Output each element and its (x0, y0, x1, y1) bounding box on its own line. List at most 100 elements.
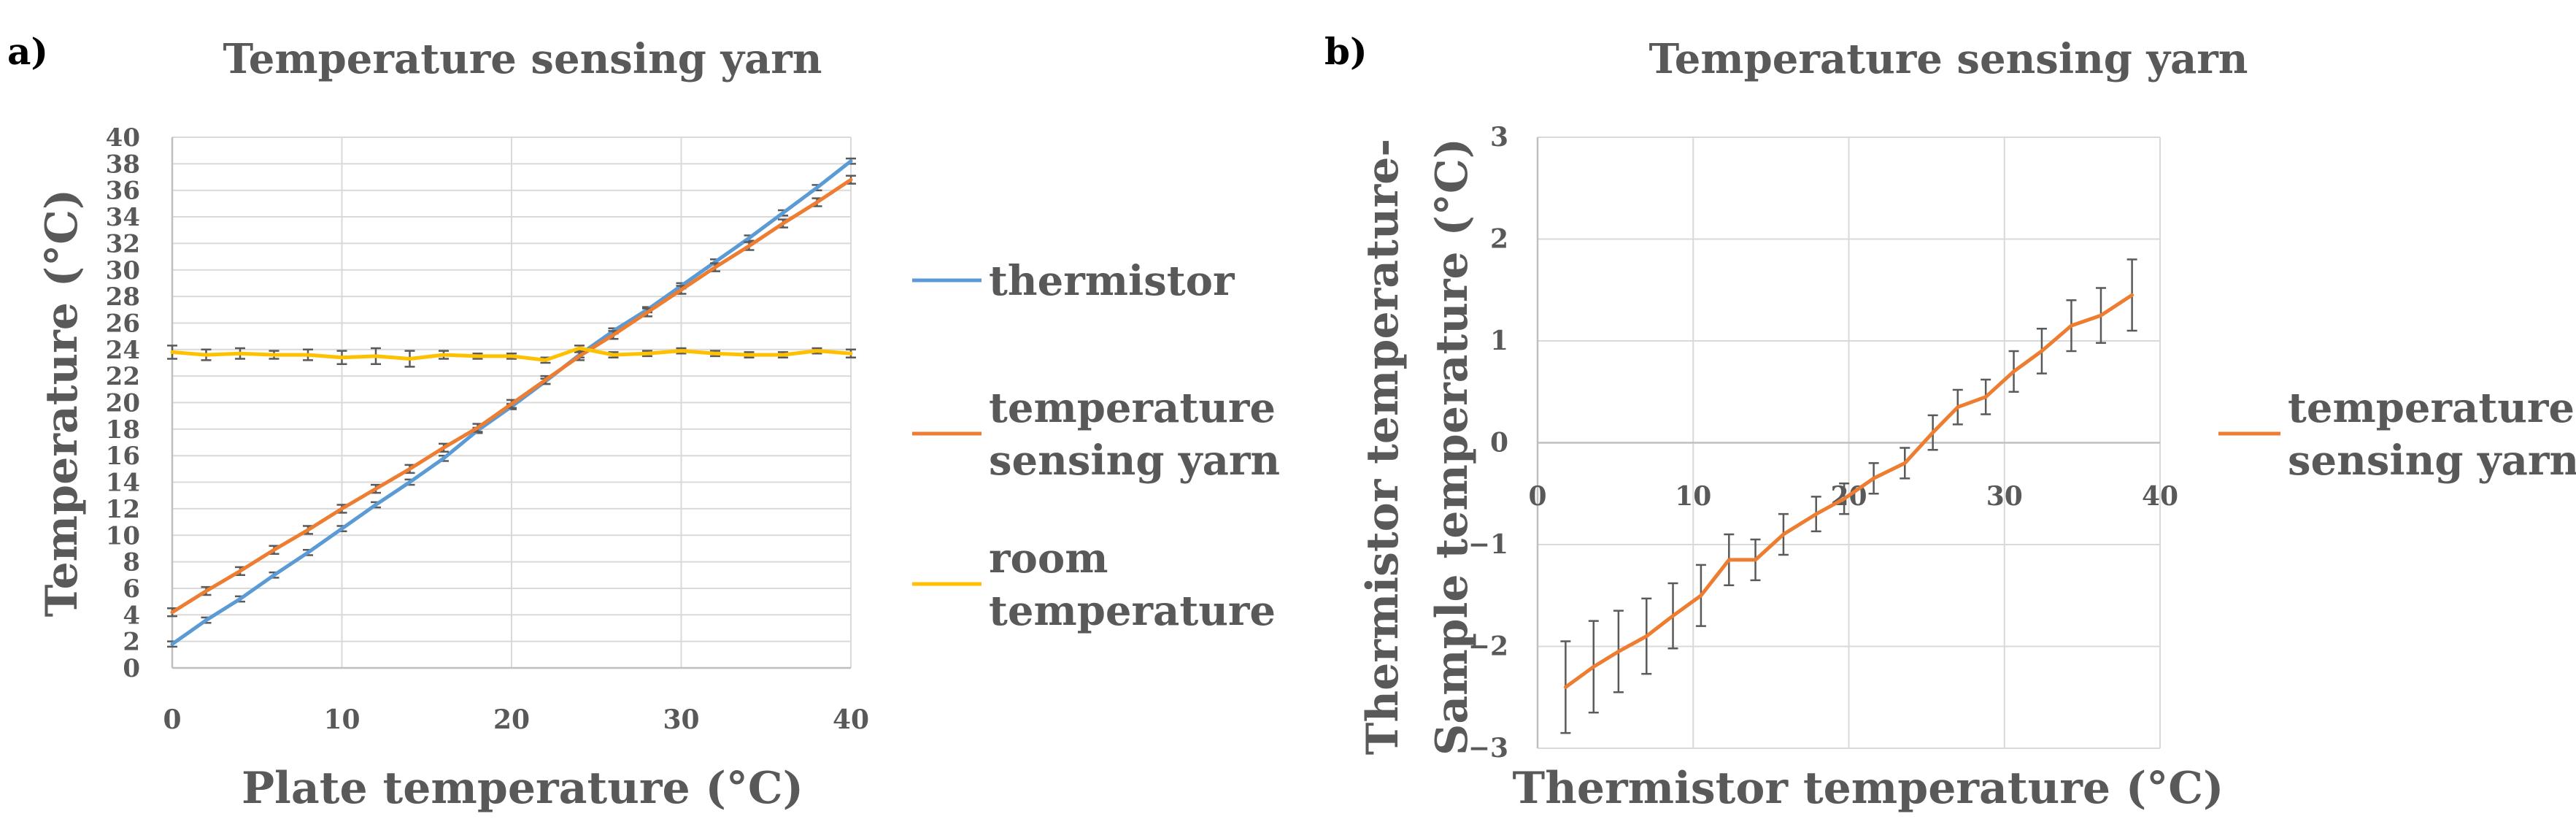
legend-item-room-temperature: room temperature (912, 534, 1276, 635)
legend-label-temperature-sensing-yarn: temperature sensing yarn (2288, 384, 2576, 485)
y-tick-label-30: 30 (106, 256, 140, 285)
y-tick-label-10: 10 (106, 521, 140, 550)
series-line-temperature-sensing-yarn (1563, 293, 2135, 689)
data-point-temperature-sensing-yarn-7 (1754, 558, 1758, 562)
data-point-temperature-sensing-yarn-13 (612, 333, 616, 337)
y-tick-label-28: 28 (106, 283, 140, 312)
y-tick-label-24: 24 (106, 336, 140, 365)
chart-b-gridlines (1536, 137, 2161, 749)
data-point-thermistor-3 (272, 573, 277, 577)
y-tick-label-3: −3 (1468, 733, 1508, 764)
data-point-room-temperature-15 (679, 349, 684, 353)
y-tick-label-38: 38 (106, 150, 140, 179)
data-point-temperature-sensing-yarn-4 (1671, 614, 1675, 618)
data-point-room-temperature-2 (238, 351, 242, 356)
data-point-room-temperature-11 (544, 358, 548, 362)
data-point-temperature-sensing-yarn-8 (441, 445, 446, 450)
data-point-temperature-sensing-yarn-20 (849, 177, 853, 182)
x-tick-label-30: 30 (1986, 481, 2023, 512)
y-tick-label-18: 18 (106, 415, 140, 445)
data-point-room-temperature-7 (408, 357, 412, 361)
x-tick-label-10: 10 (323, 704, 360, 735)
data-point-temperature-sensing-yarn-15 (679, 288, 684, 292)
data-point-temperature-sensing-yarn-16 (2012, 369, 2016, 374)
chart-b-series (1560, 258, 2137, 734)
data-point-temperature-sensing-yarn-17 (747, 244, 752, 248)
data-point-temperature-sensing-yarn-1 (1592, 664, 1596, 669)
y-tick-label-40: 40 (106, 123, 140, 153)
legend-label-room-temperature: room temperature (989, 534, 1276, 635)
data-point-temperature-sensing-yarn-18 (781, 221, 785, 226)
data-point-temperature-sensing-yarn-16 (713, 265, 717, 269)
legend-item-temperature-sensing-yarn: temperature sensing yarn (912, 384, 1280, 485)
legend-item-temperature-sensing-yarn: temperature sensing yarn (2218, 384, 2576, 485)
x-tick-label-40: 40 (833, 704, 869, 735)
y-tick-label-16: 16 (106, 442, 140, 471)
data-point-room-temperature-1 (204, 353, 209, 357)
chart-b-xlabel: Thermistor temperature (°C) (1513, 763, 2224, 814)
series-room-temperature (167, 345, 856, 368)
series-temperature-sensing-yarn (167, 174, 856, 618)
data-point-thermistor-7 (408, 480, 412, 485)
data-point-temperature-sensing-yarn-14 (645, 310, 649, 315)
chart-a: a) Temperature sensing yarn Plate temper… (7, 30, 1280, 814)
data-point-temperature-sensing-yarn-19 (815, 200, 820, 204)
y-tick-label-0: 0 (123, 654, 140, 683)
data-point-thermistor-6 (374, 502, 378, 507)
y-tick-label-36: 36 (106, 177, 140, 206)
data-point-temperature-sensing-yarn-15 (1983, 395, 1988, 399)
data-point-room-temperature-19 (815, 349, 820, 353)
data-point-temperature-sensing-yarn-7 (408, 466, 412, 471)
data-point-temperature-sensing-yarn-0 (1563, 685, 1567, 689)
data-point-thermistor-20 (849, 159, 853, 164)
legend-item-thermistor: thermistor (912, 257, 1235, 305)
y-tick-label-8: 8 (123, 548, 140, 577)
y-tick-label-6: 6 (123, 575, 140, 604)
data-point-temperature-sensing-yarn-5 (1699, 593, 1703, 598)
data-point-room-temperature-8 (441, 353, 446, 357)
y-tick-label-1: −1 (1468, 529, 1508, 560)
y-tick-label-20: 20 (106, 389, 140, 418)
data-point-temperature-sensing-yarn-8 (1781, 532, 1786, 537)
data-point-room-temperature-16 (713, 351, 717, 356)
data-point-temperature-sensing-yarn-14 (1956, 405, 1960, 410)
data-point-temperature-sensing-yarn-9 (1814, 512, 1819, 516)
chart-a-series (167, 157, 856, 648)
data-point-room-temperature-5 (340, 356, 344, 360)
data-point-thermistor-4 (306, 550, 310, 555)
data-point-temperature-sensing-yarn-9 (476, 426, 480, 430)
data-point-room-temperature-17 (747, 353, 752, 357)
data-point-temperature-sensing-yarn-2 (238, 569, 242, 573)
x-tick-label-20: 20 (493, 704, 530, 735)
x-tick-label-0: 0 (163, 704, 181, 735)
data-point-room-temperature-20 (849, 351, 853, 356)
data-point-temperature-sensing-yarn-3 (272, 547, 277, 552)
data-point-temperature-sensing-yarn-20 (2130, 293, 2135, 297)
panel-label-b: b) (1324, 30, 1368, 73)
data-point-temperature-sensing-yarn-11 (544, 378, 548, 383)
y-tick-label-26: 26 (106, 309, 140, 338)
y-tick-label-2: 2 (123, 628, 140, 657)
legend-label-thermistor: thermistor (989, 257, 1235, 305)
data-point-temperature-sensing-yarn-12 (1902, 461, 1907, 465)
data-point-temperature-sensing-yarn-6 (374, 487, 378, 491)
data-point-thermistor-17 (747, 236, 752, 240)
data-point-temperature-sensing-yarn-13 (1931, 431, 1935, 435)
data-point-thermistor-0 (170, 642, 174, 646)
y-tick-label-2: −2 (1468, 631, 1508, 662)
chart-a-legend: thermistor temperature sensing yarn room tem… (912, 257, 1280, 635)
data-point-temperature-sensing-yarn-10 (1842, 496, 1846, 501)
data-point-thermistor-1 (204, 618, 209, 623)
y-tick-label-12: 12 (106, 495, 140, 524)
data-point-room-temperature-4 (306, 353, 310, 357)
chart-a-ylabel: Temperature (°C) (36, 189, 88, 618)
data-point-room-temperature-18 (781, 353, 785, 357)
data-point-thermistor-2 (238, 596, 242, 601)
data-point-temperature-sensing-yarn-17 (2040, 349, 2044, 353)
data-point-temperature-sensing-yarn-19 (2099, 313, 2103, 318)
y-tick-label-22: 22 (106, 362, 140, 391)
data-point-temperature-sensing-yarn-4 (306, 528, 310, 532)
data-point-room-temperature-10 (509, 354, 514, 358)
